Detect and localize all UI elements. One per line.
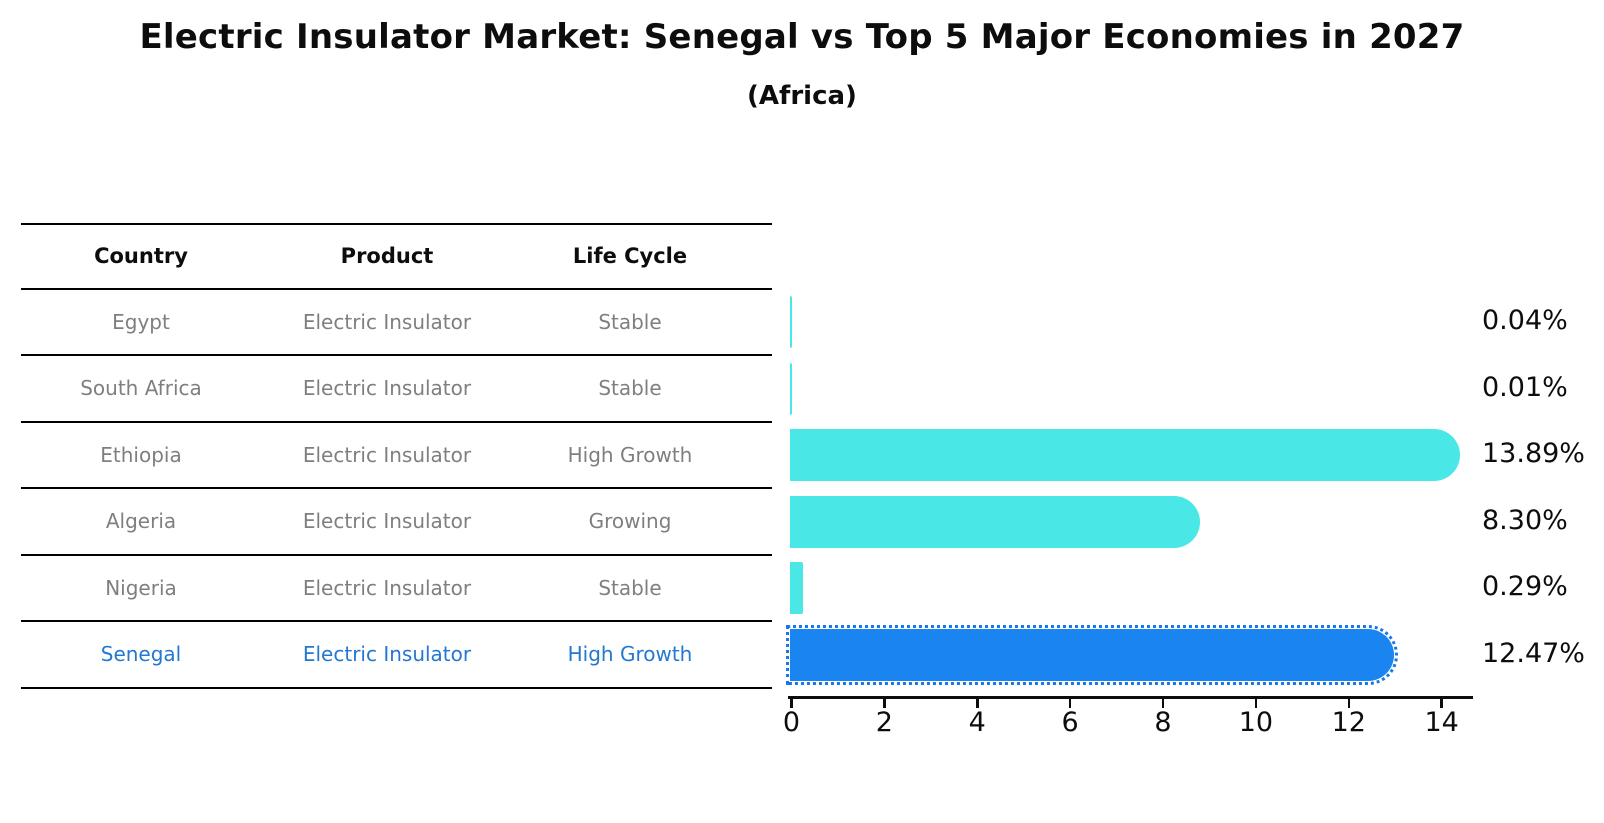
x-axis-tick-label: 8 [1154,707,1172,738]
bar-value-label: 0.29% [1482,571,1568,603]
bar-value-label: 0.01% [1482,371,1568,403]
column-header-life-cycle: Life Cycle [572,244,688,269]
table-body: Egypt Electric Insulator Stable South Afric… [21,290,772,689]
x-axis-tick [976,699,979,708]
x-axis-tick [1440,699,1443,708]
cell-country: Senegal [100,642,182,667]
x-axis-tick [1254,699,1258,708]
column-header-country: Country [94,244,188,269]
country-table: Country Product Life Cycle Egypt Electric… [21,223,772,689]
bar-value-label: 12.47% [1482,637,1585,669]
bar-value-label: 13.89% [1482,438,1585,470]
x-axis-tick-label: 12 [1331,707,1366,738]
cell-life-cycle: High Growth [567,642,693,667]
cell-country: Nigeria [105,575,177,600]
bar-egypt [790,296,792,349]
cell-product: Electric Insulator [302,442,472,467]
x-axis-tick-label: 2 [875,707,893,738]
bar-nigeria [790,562,804,615]
cell-product: Electric Insulator [302,509,472,534]
x-axis-tick [1161,699,1165,708]
table-row-south-africa: South Africa Electric Insulator Stable [21,356,772,423]
cell-product: Electric Insulator [302,376,472,401]
bar-value-label: 8.30% [1482,504,1568,536]
x-axis-tick [1068,699,1072,708]
column-header-product: Product [340,244,434,269]
cell-country: Egypt [112,309,170,334]
page-title: Electric Insulator Market: Senegal vs To… [139,17,1465,57]
cell-life-cycle: Stable [598,575,662,600]
cell-product: Electric Insulator [302,575,472,600]
cell-country: Ethiopia [100,442,182,467]
bar-south-africa [790,362,792,415]
cell-country: Algeria [105,509,177,534]
bar-value-label: 0.04% [1482,305,1568,337]
cell-life-cycle: Stable [598,309,662,334]
table-row-egypt: Egypt Electric Insulator Stable [21,290,772,356]
x-axis-tick [1347,699,1351,708]
page-subtitle: (Africa) [747,81,857,111]
cell-life-cycle: Stable [598,376,662,401]
x-axis-line [788,696,1473,699]
cell-life-cycle: Growing [588,509,672,534]
table-row-nigeria: Nigeria Electric Insulator Stable [21,556,772,622]
bar-ethiopia [790,429,1461,482]
table-header-row: Country Product Life Cycle [21,223,772,290]
cell-life-cycle: High Growth [567,442,693,467]
x-axis-tick [790,699,793,708]
cell-country: South Africa [80,376,202,401]
x-axis-tick-label: 6 [1061,707,1079,738]
table-row-senegal: Senegal Electric Insulator High Growth [21,622,772,689]
x-axis-tick-label: 4 [968,707,986,738]
cell-product: Electric Insulator [302,642,472,667]
x-axis-tick-label: 10 [1238,707,1274,738]
table-row-algeria: Algeria Electric Insulator Growing [21,489,772,556]
x-axis-tick-label: 14 [1424,707,1459,738]
bar-algeria [790,495,1201,548]
table-row-ethiopia: Ethiopia Electric Insulator High Growth [21,423,772,489]
x-axis-tick-label: 0 [782,707,801,738]
cell-product: Electric Insulator [302,309,472,334]
x-axis-tick [883,699,886,708]
bar-senegal [785,624,1399,685]
